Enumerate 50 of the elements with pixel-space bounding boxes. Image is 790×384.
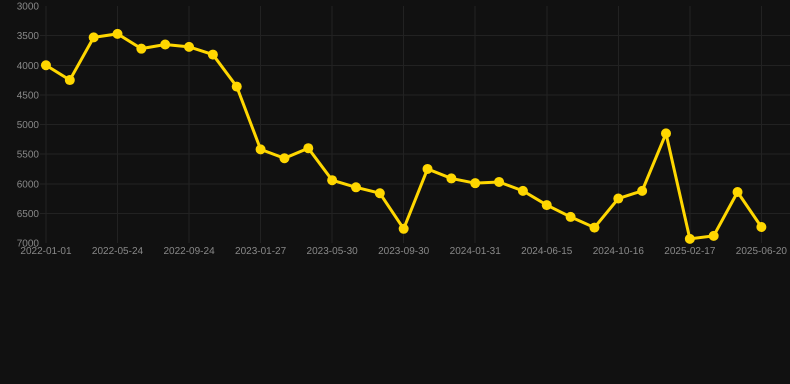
point [303,143,314,154]
point [660,128,671,138]
point [470,178,480,188]
point [637,186,648,196]
x-tick-label: 2023-01-27 [235,246,287,257]
y-tick-label: 4500 [16,90,40,102]
y-tick-label: 5000 [16,120,40,131]
point [184,42,194,52]
y-tick-label: 3500 [16,31,40,42]
point [160,40,170,50]
point [518,186,528,196]
point [589,222,600,233]
point [566,212,576,222]
point [136,44,146,54]
point [256,144,266,154]
x-tick-label: 2022-01-01 [20,246,72,257]
point [64,75,75,86]
point [279,153,290,164]
point [708,230,719,241]
x-tick-label: 2023-05-30 [306,246,358,257]
x-tick-label: 2022-09-24 [163,246,216,257]
point [88,32,99,42]
point [208,50,218,60]
y-tick-label: 5500 [16,150,40,161]
x-tick-label: 2024-10-16 [592,246,644,257]
point [112,28,122,39]
point [374,188,385,198]
point [232,82,242,92]
point [40,60,51,70]
point [732,187,743,198]
point [446,173,456,184]
x-tick-label: 2025-06-20 [736,246,788,257]
y-tick-label: 6500 [16,208,40,220]
x-tick-label: 2024-06-15 [521,246,573,257]
point [756,222,766,232]
x-tick-label: 2023-09-30 [378,246,430,257]
x-tick-label: 2022-05-24 [92,246,144,257]
point [398,224,409,234]
x-tick-label: 2024-01-31 [450,246,502,257]
point [542,200,552,210]
point [327,175,338,186]
y-tick-label: 6000 [16,179,40,190]
x-tick-label: 2025-02-17 [664,246,716,257]
point [494,176,504,187]
point [613,194,624,204]
point [684,234,695,244]
point [422,164,433,174]
y-tick-label: 3000 [16,2,40,12]
y-tick-label: 4000 [16,60,40,72]
point [350,182,361,192]
